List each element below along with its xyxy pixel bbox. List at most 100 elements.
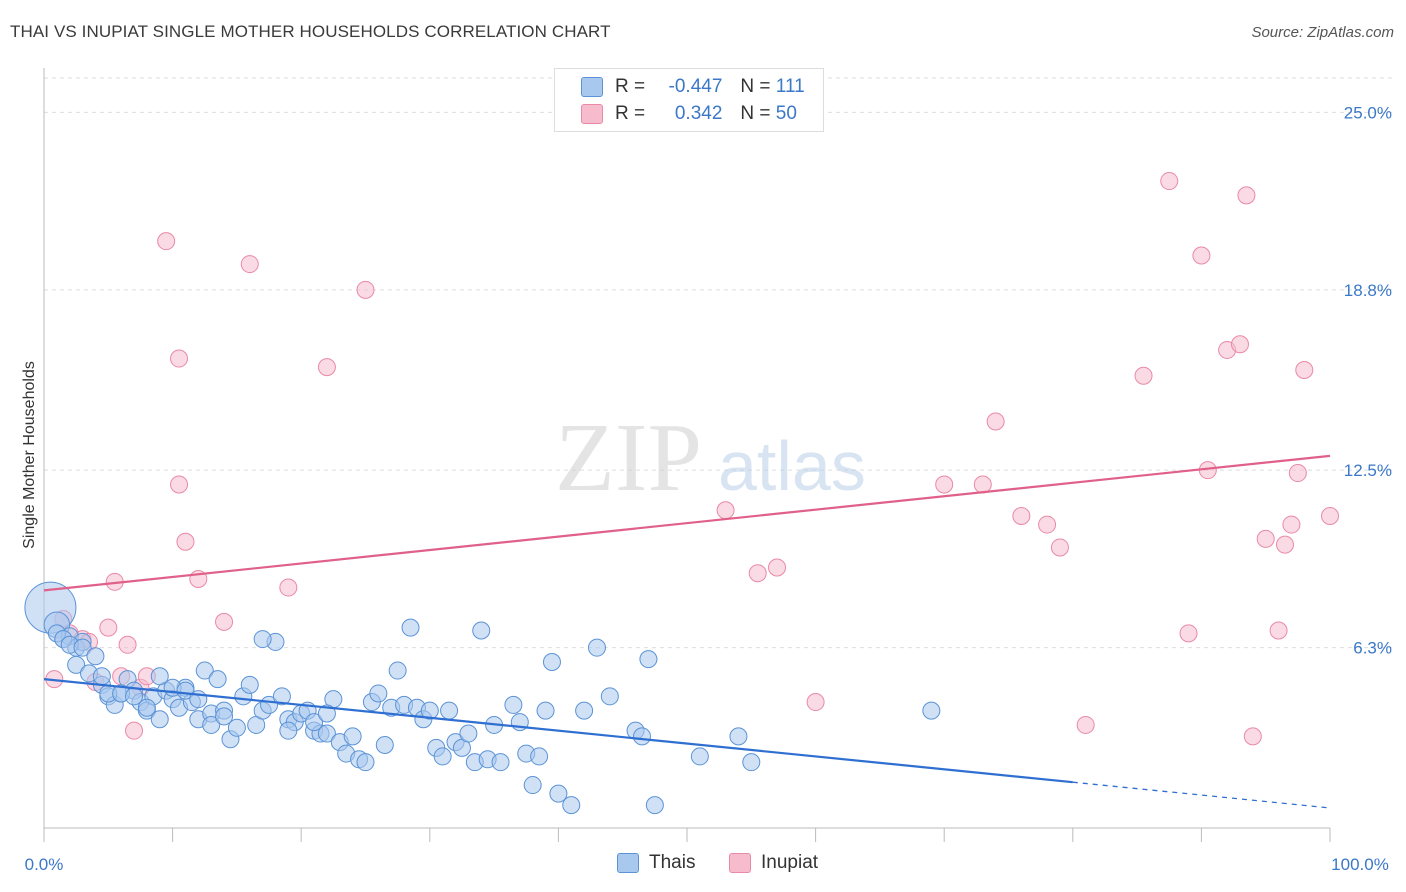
inupiat-point	[973, 475, 992, 494]
legend-label-inupiat: Inupiat	[761, 852, 819, 873]
inupiat-point	[118, 635, 137, 654]
legend-item-thais[interactable]: Thais	[617, 852, 695, 874]
thais-point	[356, 753, 375, 772]
r-label: R =	[615, 76, 646, 97]
n-value-thais: 111	[775, 76, 805, 97]
thais-point	[433, 747, 452, 766]
watermark-atlas: atlas	[718, 427, 866, 505]
inupiat-point	[356, 280, 375, 299]
thais-point	[523, 776, 542, 795]
r-value-inupiat: 0.342	[674, 103, 723, 124]
thais-point	[472, 621, 491, 640]
thais-point	[575, 701, 594, 720]
thais-point	[369, 684, 388, 703]
r-value-thais: -0.447	[668, 76, 723, 97]
thais-trend-line	[43, 678, 1073, 784]
inupiat-point	[986, 412, 1005, 431]
inupiat-point	[748, 564, 767, 583]
inupiat-point	[935, 475, 954, 494]
thais-point	[600, 687, 619, 706]
thais-point	[215, 707, 234, 726]
thais-point	[729, 727, 748, 746]
inupiat-point	[215, 612, 234, 631]
x-ticks	[43, 828, 1331, 842]
inupiat-point	[1038, 515, 1057, 534]
thais-point	[305, 713, 324, 732]
inupiat-point	[1288, 464, 1307, 483]
thais-point	[92, 667, 111, 686]
inupiat-swatch	[581, 104, 603, 124]
inupiat-point	[240, 255, 259, 274]
inupiat-point	[1256, 529, 1275, 548]
inupiat-point	[99, 618, 118, 637]
legend-row-inupiat: R = 0.342 N = 50	[581, 101, 797, 127]
y-tick-label: 12.5%	[1344, 461, 1392, 480]
thais-point	[388, 661, 407, 680]
source-label: Source: ZipAtlas.com	[1251, 24, 1394, 41]
thais-point	[343, 727, 362, 746]
thais-point	[317, 724, 336, 743]
thais-point	[690, 747, 709, 766]
thais-point	[401, 618, 420, 637]
r-label: R =	[615, 103, 646, 124]
thais-point	[504, 695, 523, 714]
x-tick-labels: 0.0% 100.0%	[25, 855, 1389, 874]
inupiat-point	[1050, 538, 1069, 557]
y-axis-label: Single Mother Households	[21, 361, 38, 549]
correlation-legend: R = -0.447 N = 111 R = 0.342 N = 50	[554, 68, 824, 132]
inupiat-point	[170, 349, 189, 368]
inupiat-point	[1295, 360, 1314, 379]
thais-point	[922, 701, 941, 720]
inupiat-point	[1237, 186, 1256, 205]
thais-point	[150, 710, 169, 729]
inupiat-point	[1269, 621, 1288, 640]
thais-point	[459, 724, 478, 743]
thais-point	[137, 698, 156, 717]
inupiat-trend-line	[43, 454, 1331, 592]
inupiat-point	[170, 475, 189, 494]
inupiat-point	[1160, 172, 1179, 191]
trend-lines	[43, 454, 1331, 809]
inupiat-point	[1230, 335, 1249, 354]
inupiat-point	[157, 232, 176, 251]
inupiat-point	[1192, 246, 1211, 265]
x-tick-label: 0.0%	[25, 855, 64, 874]
chart-title: THAI VS INUPIAT SINGLE MOTHER HOUSEHOLDS…	[10, 22, 611, 41]
thais-point	[549, 784, 568, 803]
thais-point	[272, 687, 291, 706]
y-tick-label: 25.0%	[1344, 103, 1392, 122]
inupiat-point	[125, 721, 144, 740]
thais-point	[440, 701, 459, 720]
y-tick-label: 6.3%	[1353, 639, 1392, 658]
thais-point	[208, 670, 227, 689]
thais-point	[67, 655, 86, 674]
x-tick-label: 100.0%	[1331, 855, 1389, 874]
legend-item-inupiat[interactable]: Inupiat	[729, 852, 818, 874]
thais-swatch	[581, 77, 603, 97]
watermark-zip: ZIP	[555, 404, 702, 512]
legend-row-thais: R = -0.447 N = 111	[581, 74, 805, 100]
thais-point	[202, 715, 221, 734]
inupiat-point	[1179, 624, 1198, 643]
thais-point	[279, 721, 298, 740]
inupiat-point	[1275, 535, 1294, 554]
thais-point	[542, 652, 561, 671]
thais-point	[195, 661, 214, 680]
inupiat-point	[1012, 506, 1031, 525]
inupiat-point	[317, 358, 336, 377]
inupiat-point	[176, 532, 195, 551]
inupiat-point	[1321, 506, 1339, 525]
inupiat-point	[806, 693, 825, 712]
n-value-inupiat: 50	[775, 103, 797, 124]
inupiat-point	[768, 558, 787, 577]
inupiat-point	[279, 578, 298, 597]
thais-legend-swatch	[617, 853, 639, 873]
thais-point	[317, 704, 336, 723]
thais-point	[150, 667, 169, 686]
thais-point	[632, 727, 651, 746]
y-tick-label: 18.8%	[1344, 281, 1392, 300]
thais-points	[24, 581, 941, 815]
thais-point	[375, 735, 394, 754]
inupiat-point	[1076, 715, 1095, 734]
